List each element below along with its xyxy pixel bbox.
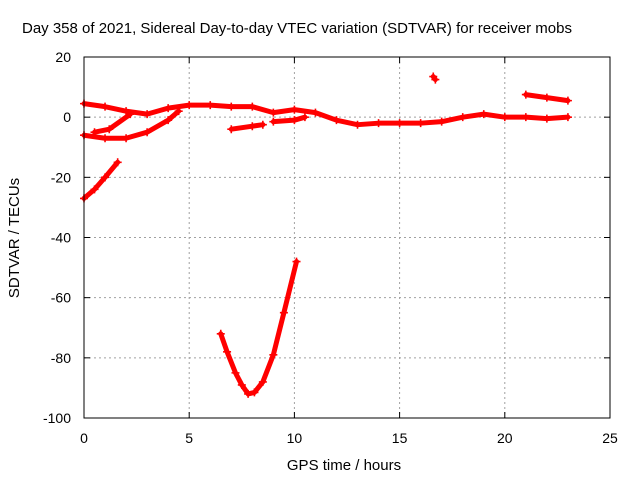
chart-title: Day 358 of 2021, Sidereal Day-to-day VTE… bbox=[22, 20, 572, 37]
data-point bbox=[248, 122, 257, 131]
data-point bbox=[479, 110, 488, 119]
data-point bbox=[292, 257, 301, 266]
data-point bbox=[227, 125, 236, 134]
series-trace bbox=[81, 159, 121, 201]
data-point bbox=[223, 347, 232, 356]
data-point bbox=[332, 116, 341, 125]
series-arc-5 bbox=[216, 257, 301, 398]
data-point bbox=[290, 116, 299, 125]
data-point bbox=[237, 380, 246, 389]
data-point bbox=[374, 119, 383, 128]
data-point bbox=[143, 110, 152, 119]
data-point bbox=[90, 128, 99, 137]
data-point bbox=[269, 108, 278, 117]
y-axis-label: SDTVAR / TECUs bbox=[6, 178, 23, 298]
data-point bbox=[258, 120, 267, 129]
axis-ticks: 0 5 10 15 20 25 20 0 -20 -40 -60 -80 -100 bbox=[43, 49, 618, 446]
data-point bbox=[101, 102, 110, 111]
data-point bbox=[105, 125, 114, 134]
data-point bbox=[563, 113, 572, 122]
y-tick-label: 0 bbox=[63, 109, 71, 125]
series-trace bbox=[81, 101, 571, 128]
data-point bbox=[227, 102, 236, 111]
data-point bbox=[248, 102, 257, 111]
series-arc-3 bbox=[90, 110, 135, 137]
data-point bbox=[122, 107, 131, 116]
data-point bbox=[206, 101, 215, 110]
x-tick-label: 15 bbox=[392, 430, 408, 446]
data-point bbox=[164, 104, 173, 113]
y-tick-label: -60 bbox=[51, 290, 71, 306]
data-point bbox=[395, 119, 404, 128]
data-point bbox=[231, 368, 240, 377]
y-tick-label: -80 bbox=[51, 350, 71, 366]
data-point bbox=[521, 113, 530, 122]
y-tick-label: -40 bbox=[51, 230, 71, 246]
data-point bbox=[250, 388, 259, 397]
data-point bbox=[521, 90, 530, 99]
y-tick-label: -100 bbox=[43, 410, 71, 426]
data-point bbox=[126, 110, 135, 119]
series-arc-9 bbox=[429, 72, 440, 84]
data-point bbox=[353, 120, 362, 129]
series-points bbox=[80, 72, 572, 398]
data-point bbox=[563, 96, 572, 105]
data-point bbox=[437, 117, 446, 126]
series-trace bbox=[218, 259, 300, 397]
data-point bbox=[164, 116, 173, 125]
data-point bbox=[269, 350, 278, 359]
data-point bbox=[101, 134, 110, 143]
data-point bbox=[174, 107, 183, 116]
data-point bbox=[500, 113, 509, 122]
data-point bbox=[216, 329, 225, 338]
x-axis-label: GPS time / hours bbox=[287, 457, 401, 474]
data-point bbox=[244, 389, 253, 398]
data-point bbox=[290, 105, 299, 114]
series-trace bbox=[270, 114, 308, 125]
data-point bbox=[542, 93, 551, 102]
series-trace bbox=[228, 122, 266, 132]
x-tick-label: 20 bbox=[497, 430, 513, 446]
series-arc-8 bbox=[521, 90, 572, 105]
data-point bbox=[269, 117, 278, 126]
data-point bbox=[101, 173, 110, 182]
x-tick-label: 5 bbox=[185, 430, 193, 446]
data-point bbox=[143, 128, 152, 137]
data-point bbox=[416, 119, 425, 128]
x-tick-label: 0 bbox=[80, 430, 88, 446]
data-point bbox=[113, 158, 122, 167]
data-point bbox=[542, 114, 551, 123]
data-point bbox=[458, 113, 467, 122]
data-point bbox=[300, 113, 309, 122]
y-tick-label: 20 bbox=[55, 49, 71, 65]
x-tick-label: 10 bbox=[287, 430, 303, 446]
series-arc-7 bbox=[269, 113, 309, 126]
y-tick-label: -20 bbox=[51, 169, 71, 185]
x-tick-label: 25 bbox=[602, 430, 618, 446]
data-point bbox=[311, 108, 320, 117]
data-point bbox=[258, 377, 267, 386]
series-arc-1 bbox=[80, 99, 572, 129]
data-point bbox=[279, 308, 288, 317]
series-arc-6 bbox=[227, 120, 267, 134]
data-point bbox=[431, 75, 440, 84]
series-arc-4 bbox=[80, 158, 122, 203]
data-point bbox=[185, 101, 194, 110]
data-point bbox=[122, 134, 131, 143]
data-point bbox=[90, 185, 99, 194]
